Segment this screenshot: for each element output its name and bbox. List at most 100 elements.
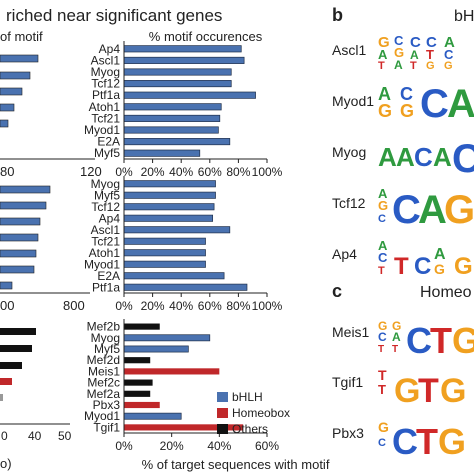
left-bot-tick: 50: [58, 429, 72, 443]
svg-text:G: G: [440, 372, 466, 410]
left-partial-bar: [0, 328, 36, 335]
bar-myod1: [123, 126, 219, 134]
svg-text:G: G: [378, 419, 389, 435]
left-partial-bar: [0, 394, 3, 401]
svg-text:G: G: [452, 320, 474, 361]
bar-meis1: [124, 368, 220, 375]
svg-text:T: T: [416, 421, 438, 462]
logo-label-tgif1: Tgif1: [332, 374, 363, 390]
category-label: Tcf21: [91, 234, 120, 248]
bar-ascl1: [123, 226, 231, 234]
bar-mef2d: [124, 357, 151, 364]
svg-text:C: C: [444, 47, 454, 62]
svg-text:A: A: [378, 47, 388, 62]
svg-text:A: A: [378, 84, 391, 104]
bar-myf5: [123, 191, 216, 199]
logo-pbx3: G C C T G: [378, 419, 466, 462]
svg-text:A: A: [378, 238, 388, 253]
bar-atoh1: [123, 249, 206, 257]
svg-text:G: G: [444, 60, 453, 72]
category-label: Myog: [91, 65, 120, 79]
svg-text:G: G: [426, 60, 435, 72]
left-partial-bar: [0, 54, 39, 63]
panel-b-header: bH: [454, 8, 474, 25]
bar-e2a: [123, 138, 231, 146]
left-partial-bar: [0, 217, 41, 226]
svg-text:C: C: [452, 137, 474, 181]
left-bot-tick: 40: [28, 429, 42, 443]
category-label: Tcf12: [91, 200, 120, 214]
x-tick-label: 40%: [207, 439, 231, 453]
x-tick-label: 0%: [115, 439, 133, 453]
bar-ptf1a: [123, 283, 248, 291]
bar-ascl1: [123, 56, 245, 64]
x-tick-label: 60%: [198, 299, 222, 313]
category-label: Myf5: [94, 342, 120, 356]
category-label: Myf5: [94, 146, 120, 160]
svg-text:A: A: [378, 186, 388, 201]
x-tick-label: 20%: [141, 299, 165, 313]
left-partial-bar: [0, 281, 13, 290]
x-tick-label: 20%: [141, 165, 165, 179]
category-label: Myog: [91, 331, 120, 345]
logo-tcf12: A G C C A G: [378, 186, 474, 232]
svg-text:C: C: [414, 142, 433, 172]
x-tick-label: 80%: [226, 165, 250, 179]
legend-swatch-others: [217, 424, 228, 434]
bar-tcf12: [123, 80, 232, 88]
category-label: Mef2b: [87, 320, 121, 334]
bar-myog: [123, 334, 211, 342]
svg-text:G: G: [392, 319, 401, 333]
left-partial-bar: [0, 233, 39, 242]
left-partial-bar: [0, 103, 15, 112]
svg-text:T: T: [378, 382, 386, 397]
svg-text:T: T: [418, 372, 439, 410]
bar-myf5: [123, 149, 201, 157]
svg-text:C: C: [392, 421, 418, 462]
chart-motif-occurrences: % motif occurences Ap4Ascl1MyogTcf12Ptf1a…: [84, 29, 283, 179]
logo-tgif1: T T G T G: [378, 367, 466, 410]
category-label: E2A: [97, 135, 120, 149]
x-tick-label: 0%: [115, 299, 133, 313]
x-tick-label: 100%: [252, 299, 283, 313]
svg-text:T: T: [410, 60, 417, 72]
svg-text:A: A: [396, 142, 415, 172]
svg-text:A: A: [410, 48, 419, 62]
category-label: Mef2c: [87, 376, 120, 390]
left-partial-bar: [0, 201, 47, 210]
svg-text:T: T: [426, 47, 434, 62]
x-axis-label: % of target sequences with motif: [142, 457, 330, 472]
category-label: Tcf21: [91, 111, 120, 125]
bar-tcf21: [123, 237, 206, 245]
left-partial-panels: of motif 80 120 00 800 0 30 40 50 o): [0, 29, 102, 471]
svg-text:T: T: [394, 253, 409, 280]
legend-label-homeobox: Homeobox: [232, 406, 290, 420]
bar-tcf12: [123, 203, 215, 211]
x-tick-label: 60%: [198, 165, 222, 179]
legend: bHLH Homeobox Others: [217, 390, 290, 436]
panel-c-header: Homeo: [420, 284, 472, 301]
svg-text:T: T: [378, 367, 387, 383]
logo-myog: A A C A C: [378, 137, 474, 181]
svg-text:G: G: [438, 421, 466, 462]
svg-text:C: C: [414, 253, 431, 280]
svg-text:C: C: [392, 188, 421, 232]
category-label: Myod1: [84, 409, 120, 423]
chart-title: % motif occurences: [149, 29, 263, 44]
svg-text:C: C: [378, 250, 388, 265]
bar-tgif1: [124, 424, 244, 431]
category-label: Myod1: [84, 257, 120, 271]
bar-atoh1: [123, 103, 222, 111]
logo-label-ascl1: Ascl1: [332, 42, 366, 58]
category-label: Ascl1: [91, 53, 121, 67]
bar-pbx3: [124, 401, 160, 409]
svg-text:C: C: [378, 213, 386, 225]
logo-label-myog: Myog: [332, 144, 366, 160]
category-label: Ptf1a: [92, 88, 120, 102]
svg-text:G: G: [434, 261, 445, 277]
category-label: Tcf12: [91, 77, 120, 91]
svg-text:C: C: [400, 84, 413, 104]
svg-text:C: C: [410, 34, 421, 51]
bar-ptf1a: [123, 91, 256, 99]
bar-tcf21: [123, 114, 221, 122]
